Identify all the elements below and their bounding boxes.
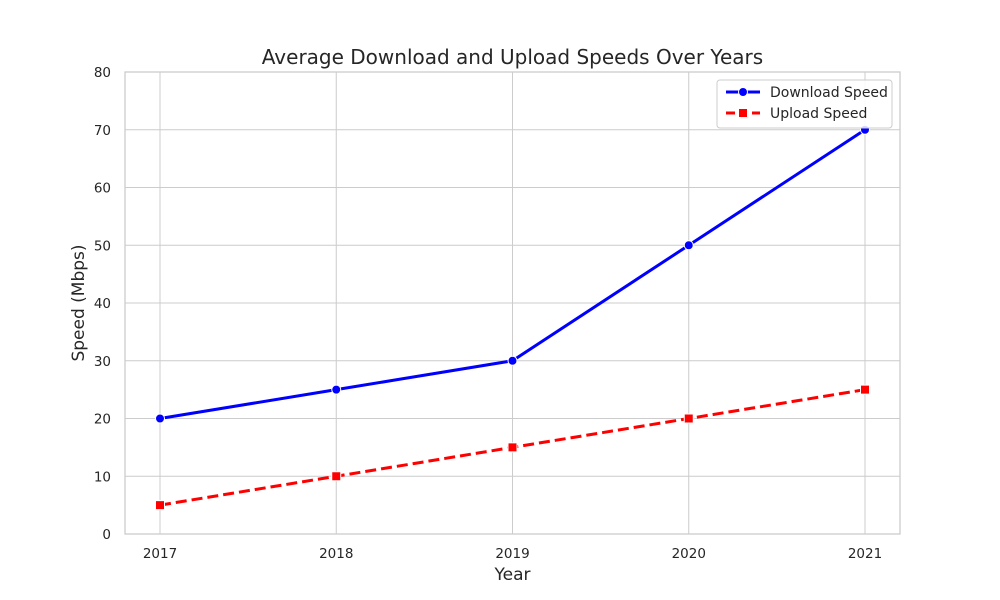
legend: Download Speed Upload Speed <box>716 79 893 129</box>
legend-box <box>716 79 893 129</box>
x-axis-label: Year <box>494 565 531 585</box>
x-tick-label: 2017 <box>143 546 177 562</box>
y-tick-label: 60 <box>94 181 111 197</box>
data-point <box>860 384 870 395</box>
y-tick-label: 10 <box>94 469 111 485</box>
legend-label: Upload Speed <box>770 106 867 122</box>
y-tick-label: 40 <box>94 296 111 312</box>
x-tick-label: 2018 <box>319 546 353 562</box>
legend-marker <box>738 87 748 97</box>
y-axis-ticks: 0 10 20 30 40 50 60 70 80 <box>94 65 111 543</box>
data-point <box>155 500 165 511</box>
grid <box>125 71 900 535</box>
data-point <box>331 471 342 482</box>
y-tick-label: 70 <box>94 123 111 139</box>
x-tick-label: 2020 <box>672 546 706 562</box>
y-tick-label: 30 <box>94 354 111 370</box>
series-upload <box>155 384 870 511</box>
chart-title: Average Download and Upload Speeds Over … <box>262 45 763 69</box>
y-tick-label: 80 <box>94 65 111 81</box>
x-tick-label: 2019 <box>495 546 529 562</box>
x-tick-label: 2021 <box>848 546 882 562</box>
x-axis-ticks: 2017 2018 2019 2020 2021 <box>143 546 882 562</box>
legend-marker <box>738 108 748 118</box>
y-tick-label: 20 <box>94 412 111 428</box>
data-point <box>507 442 518 453</box>
plot-frame <box>124 71 901 535</box>
data-point <box>683 240 694 251</box>
y-axis-label: Speed (Mbps) <box>69 244 89 361</box>
data-point <box>155 413 165 424</box>
y-tick-label: 0 <box>102 527 111 543</box>
legend-label: Download Speed <box>770 85 888 101</box>
legend-entry: Upload Speed <box>726 106 867 122</box>
data-point <box>683 413 694 424</box>
data-point <box>331 384 342 395</box>
data-point <box>507 355 518 366</box>
y-tick-label: 50 <box>94 238 111 254</box>
legend-entry: Download Speed <box>726 85 888 101</box>
